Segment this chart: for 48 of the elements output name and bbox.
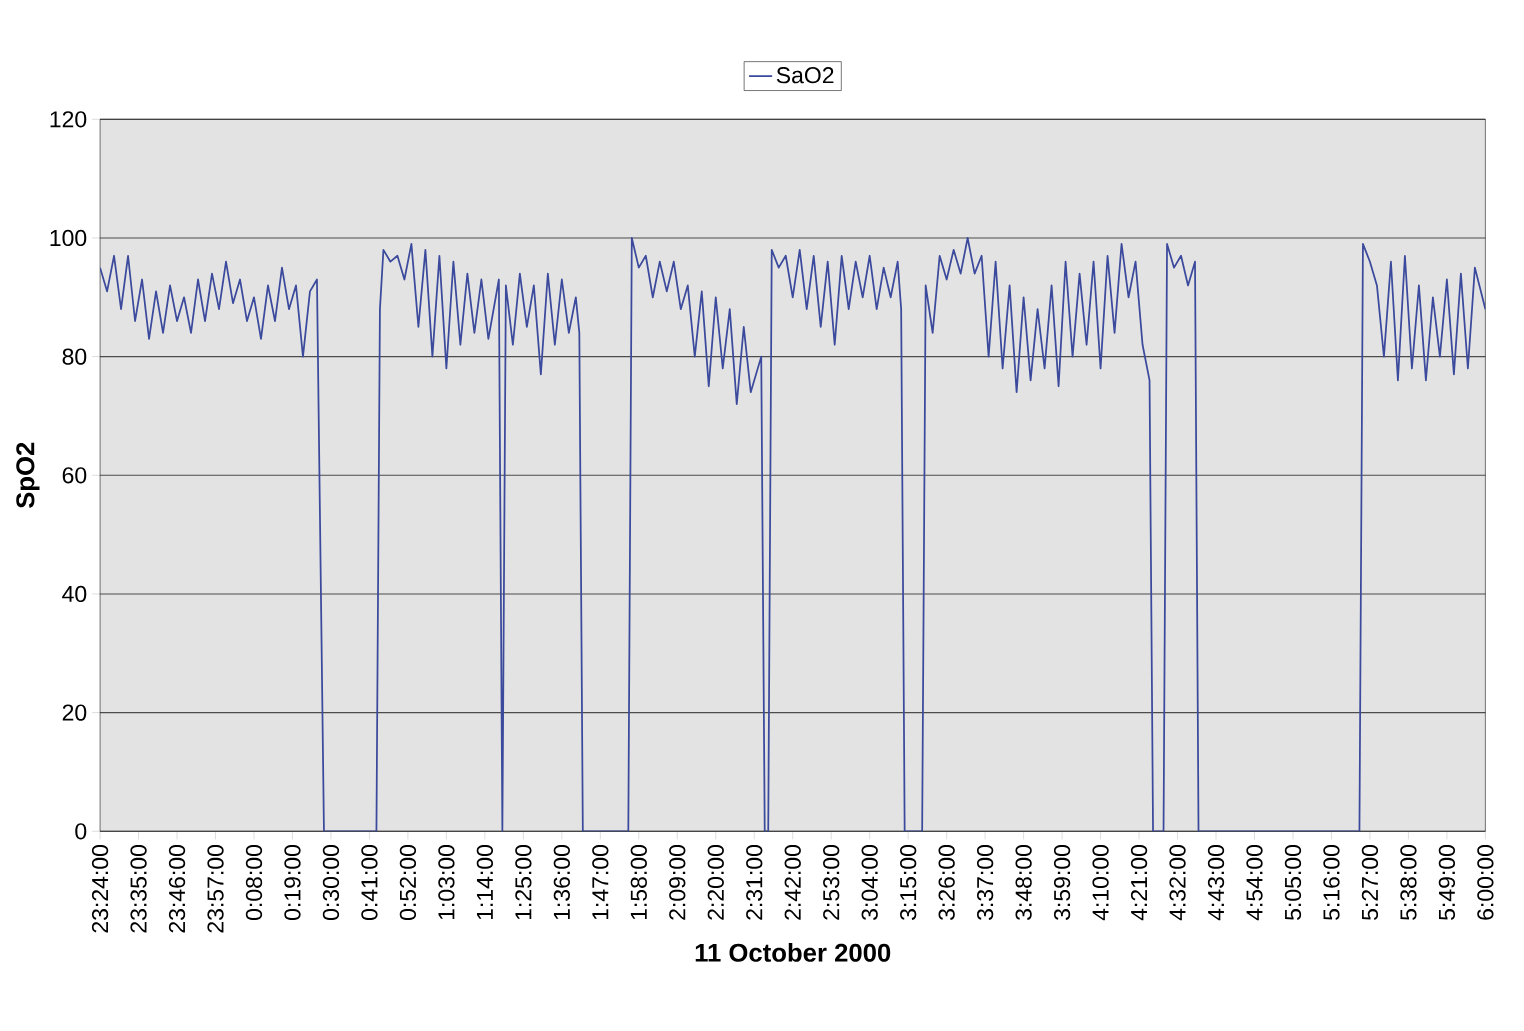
x-tick-label: 1:47:00 [592, 844, 609, 919]
x-tick-label: 0:30:00 [322, 844, 340, 920]
x-tick-label: 2:42:00 [784, 844, 801, 920]
x-tick-label: 5:38:00 [1400, 844, 1417, 920]
x-tick-label: 5:49:00 [1438, 844, 1456, 920]
x-tick-label: 0:52:00 [399, 844, 417, 920]
x-tick-label: 2:31:00 [746, 844, 763, 920]
x-tick-label: 23:57:00 [207, 844, 224, 933]
y-tick-label: 60 [62, 466, 87, 484]
x-tick-label: 2:53:00 [823, 844, 840, 920]
legend-label: SaO2 [776, 66, 834, 84]
x-tick-label: 2:09:00 [669, 844, 686, 920]
x-tick-label: 4:43:00 [1207, 844, 1225, 921]
x-tick-label: 5:16:00 [1323, 844, 1340, 920]
x-axis-title: 11 October 2000 [695, 942, 891, 962]
x-tick-label: 23:46:00 [168, 844, 186, 933]
x-tick-label: 5:27:00 [1361, 844, 1379, 920]
line-series [100, 236, 1486, 832]
x-tick-label: 1:25:00 [515, 844, 532, 919]
x-tick-label: 2:20:00 [707, 844, 724, 920]
x-tick-label: 5:05:00 [1284, 844, 1302, 920]
x-tick-label: 1:03:00 [438, 844, 455, 919]
x-tick-label: 3:26:00 [938, 844, 955, 920]
x-tick-label: 3:04:00 [861, 844, 878, 920]
x-tick-label: 0:08:00 [245, 844, 263, 920]
y-tick-label: 120 [50, 110, 87, 128]
x-tick-label: 4:10:00 [1092, 844, 1109, 921]
x-tick-label: 4:54:00 [1246, 844, 1263, 921]
y-tick-label: 20 [62, 704, 87, 721]
x-tick-label: 3:59:00 [1053, 844, 1071, 920]
x-tick-label: 1:58:00 [630, 844, 647, 919]
y-tick-label: 80 [62, 348, 87, 365]
x-tick-label: 23:24:00 [91, 844, 109, 933]
x-tick-label: 3:48:00 [1015, 844, 1032, 920]
x-tick-label: 3:37:00 [976, 844, 994, 920]
x-tick-label: 4:32:00 [1169, 844, 1186, 921]
x-tick-label: 4:21:00 [1130, 844, 1148, 921]
y-tick-label: 0 [75, 822, 87, 840]
x-tick-label: 1:36:00 [553, 844, 570, 919]
x-tick-label: 23:35:00 [130, 844, 147, 933]
x-tick-label: 3:15:00 [900, 844, 917, 920]
x-tick-label: 0:19:00 [284, 844, 301, 920]
x-tick-label: 0:41:00 [361, 844, 378, 920]
y-tick-label: 40 [62, 585, 87, 602]
y-tick-label: 100 [50, 229, 87, 246]
x-tick-label: 1:14:00 [476, 844, 494, 919]
x-tick-label: 6:00:00 [1477, 844, 1494, 920]
y-axis-title: SpO2 [16, 442, 40, 508]
